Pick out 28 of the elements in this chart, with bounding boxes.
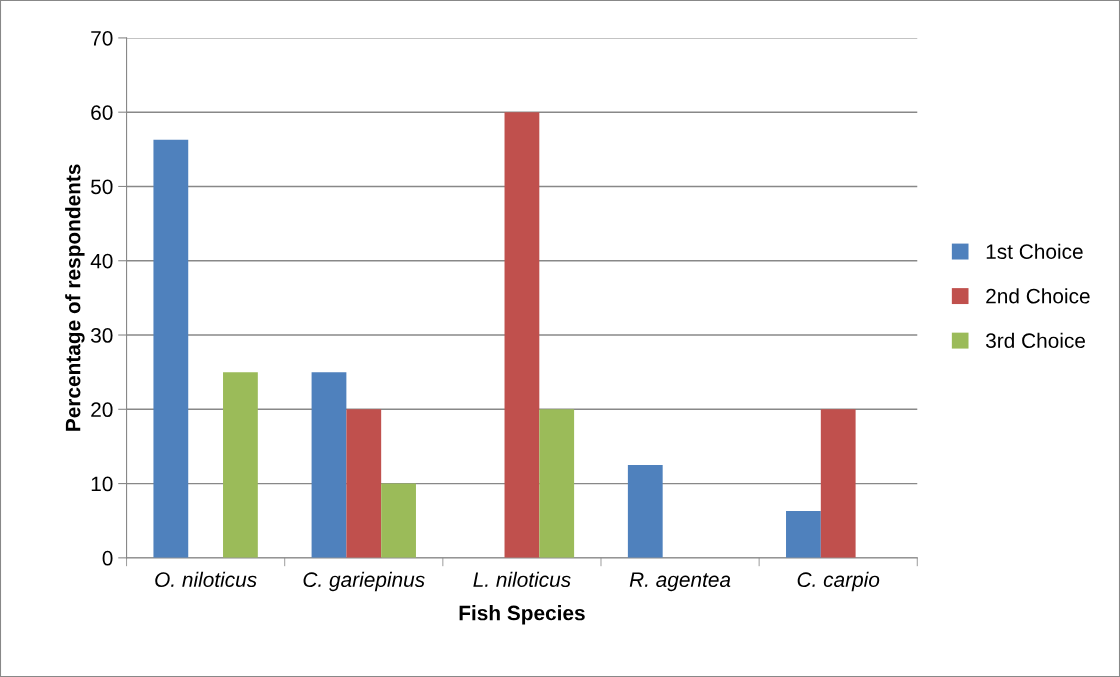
y-axis-title: Percentage of respondents bbox=[65, 164, 85, 431]
bar bbox=[786, 511, 821, 558]
y-tick-label: 0 bbox=[102, 550, 113, 566]
bar bbox=[539, 409, 575, 558]
bar bbox=[627, 465, 663, 558]
x-tick-label: C. carpio bbox=[797, 571, 880, 592]
x-tick-label: R. agentea bbox=[629, 572, 731, 592]
y-tick-label: 10 bbox=[91, 476, 113, 492]
y-tick-label: 30 bbox=[90, 328, 113, 343]
y-tick-label: 20 bbox=[91, 402, 113, 418]
bar bbox=[381, 483, 416, 558]
y-tick-label: 60 bbox=[91, 105, 113, 120]
y-tick-label: 40 bbox=[90, 253, 113, 269]
x-tick-label: C. gariepinus bbox=[303, 571, 425, 592]
x-tick-label: O. niloticus bbox=[155, 571, 257, 588]
bar bbox=[311, 372, 347, 558]
bar bbox=[504, 112, 540, 558]
y-tick-label: 50 bbox=[91, 179, 113, 195]
legend-label: 1st Choice bbox=[986, 243, 1083, 259]
y-tick-label: 70 bbox=[91, 30, 113, 46]
legend-label: 3rd Choice bbox=[985, 332, 1085, 349]
bar bbox=[346, 409, 382, 558]
x-tick-label: L. niloticus bbox=[473, 571, 571, 588]
bar bbox=[820, 409, 856, 558]
legend-label: 2nd Choice bbox=[986, 288, 1090, 304]
x-axis-title: Fish Species bbox=[459, 605, 585, 625]
bar bbox=[223, 372, 258, 558]
bar bbox=[153, 139, 189, 558]
